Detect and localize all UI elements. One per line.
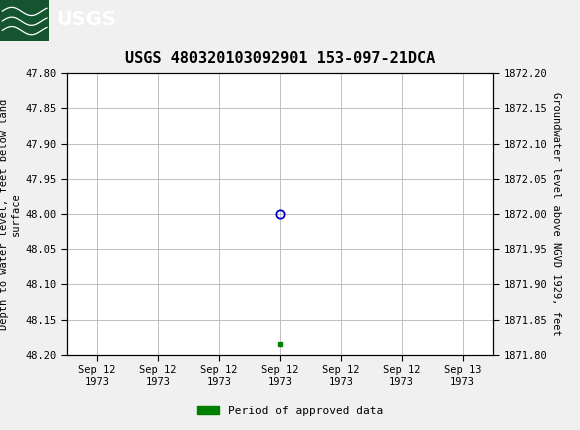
Title: USGS 480320103092901 153-097-21DCA: USGS 480320103092901 153-097-21DCA xyxy=(125,51,435,66)
Bar xyxy=(0,0,49,41)
Legend: Period of approved data: Period of approved data xyxy=(193,401,387,420)
Y-axis label: Depth to water level, feet below land
surface: Depth to water level, feet below land su… xyxy=(0,98,21,329)
Text: USGS: USGS xyxy=(56,10,116,29)
Y-axis label: Groundwater level above NGVD 1929, feet: Groundwater level above NGVD 1929, feet xyxy=(552,92,561,336)
